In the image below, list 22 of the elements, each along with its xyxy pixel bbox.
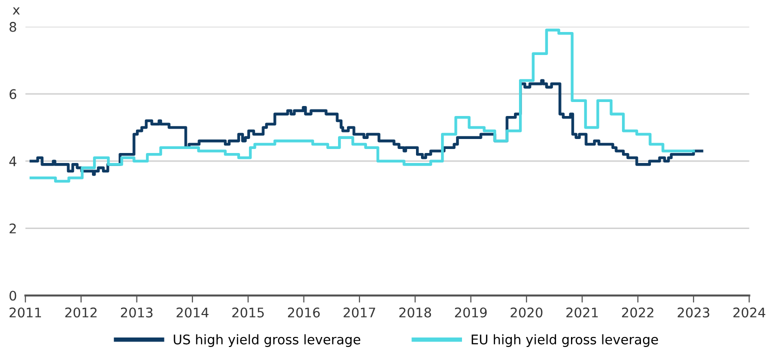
x-tick-label: 2023 — [678, 308, 710, 318]
x-tick-label: 2020 — [510, 308, 542, 318]
y-tick-label: 0 — [10, 290, 16, 301]
y-tick-label: 6 — [10, 89, 16, 100]
x-tick-label: 2012 — [65, 308, 97, 318]
y-axis-title: x — [12, 7, 20, 15]
x-tick-label: 2018 — [399, 308, 432, 318]
x-tick-label: 2014 — [176, 308, 208, 318]
x-tick-label: 2016 — [288, 308, 320, 318]
y-tick-label: 8 — [10, 22, 16, 32]
x-tick-label: 2017 — [344, 308, 376, 318]
x-tick-label: 2021 — [566, 308, 598, 318]
x-tick-label: 2024 — [733, 308, 766, 318]
legend-label: EU high yield gross leverage — [472, 334, 658, 348]
x-tick-label: 2011 — [10, 308, 41, 318]
x-tick-label: 2019 — [455, 308, 487, 318]
y-tick-label: 4 — [9, 156, 16, 166]
x-tick-label: 2013 — [120, 308, 152, 318]
legend-label: US high yield gross leverage — [174, 334, 360, 348]
y-tick-label: 2 — [10, 224, 16, 234]
x-tick-label: 2015 — [232, 308, 264, 318]
x-tick-label: 2022 — [622, 308, 654, 318]
